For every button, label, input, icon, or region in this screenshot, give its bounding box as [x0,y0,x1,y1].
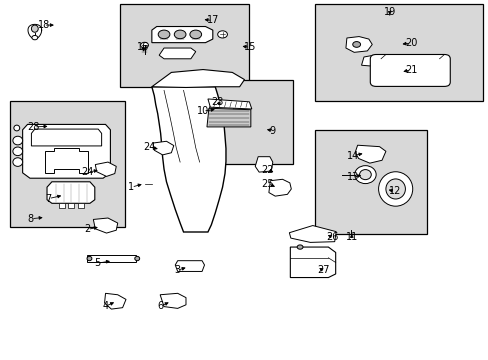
Text: 3: 3 [174,265,180,275]
Polygon shape [153,141,173,155]
Text: 8: 8 [28,214,34,224]
Text: 12: 12 [387,186,400,197]
Circle shape [352,41,360,47]
Text: 11: 11 [345,232,357,242]
Polygon shape [152,27,212,42]
Polygon shape [354,145,385,163]
Text: 1: 1 [128,182,134,192]
Polygon shape [95,162,116,176]
Text: 19: 19 [383,7,395,17]
Polygon shape [22,125,110,178]
Polygon shape [44,148,88,173]
Polygon shape [152,69,244,87]
Ellipse shape [87,256,92,261]
Text: 9: 9 [269,126,275,135]
Circle shape [297,245,303,249]
Polygon shape [268,179,291,196]
Ellipse shape [31,25,38,32]
Ellipse shape [13,158,22,166]
FancyBboxPatch shape [369,54,449,86]
Bar [315,4,483,101]
Polygon shape [208,102,234,113]
Text: 24: 24 [143,142,155,152]
Polygon shape [160,293,185,309]
Ellipse shape [174,30,185,39]
Ellipse shape [359,170,370,180]
Polygon shape [206,108,250,127]
Text: 13: 13 [346,172,358,182]
Text: 4: 4 [102,301,108,311]
Text: 27: 27 [317,265,329,275]
Bar [120,4,249,87]
Polygon shape [104,293,126,309]
Text: 24: 24 [81,167,94,177]
Text: 10: 10 [197,106,209,116]
Text: 16: 16 [137,42,149,52]
Text: 15: 15 [244,42,256,52]
Text: 5: 5 [94,258,100,268]
Bar [87,255,136,262]
Bar [10,101,125,226]
Polygon shape [290,247,335,278]
Text: 20: 20 [404,38,417,48]
Text: 6: 6 [157,301,163,311]
Text: 23: 23 [211,97,224,107]
Polygon shape [28,24,41,39]
Polygon shape [345,37,371,52]
Polygon shape [159,48,195,59]
Ellipse shape [354,166,375,184]
Ellipse shape [13,136,22,145]
Bar [59,203,64,208]
Polygon shape [47,182,95,203]
Text: 7: 7 [45,194,52,204]
Polygon shape [361,55,376,66]
Ellipse shape [158,30,169,39]
Bar [68,203,74,208]
Text: 22: 22 [261,165,274,175]
Ellipse shape [189,30,201,39]
Bar [315,130,427,234]
Polygon shape [152,87,225,232]
Polygon shape [207,99,251,109]
Text: 18: 18 [38,20,50,30]
Polygon shape [255,157,272,172]
Text: 26: 26 [325,232,338,242]
Text: 17: 17 [206,15,219,26]
Polygon shape [93,218,118,233]
Text: 14: 14 [346,150,358,161]
Ellipse shape [135,256,140,261]
Ellipse shape [14,125,20,131]
Ellipse shape [385,179,405,199]
Ellipse shape [378,172,412,206]
Text: 21: 21 [404,64,417,75]
Text: 25: 25 [261,179,274,189]
Bar [188,80,293,164]
Text: 2: 2 [84,225,90,234]
Polygon shape [31,129,102,146]
Text: 28: 28 [28,122,40,132]
Ellipse shape [13,147,22,156]
Ellipse shape [141,42,148,48]
Bar [78,203,84,208]
Ellipse shape [217,31,227,38]
Polygon shape [289,226,335,242]
Polygon shape [175,261,204,271]
Ellipse shape [32,36,38,40]
